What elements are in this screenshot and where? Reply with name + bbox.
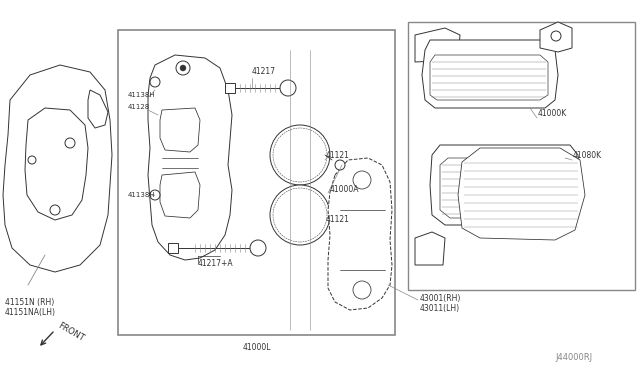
Polygon shape (458, 148, 585, 240)
Bar (118, 30, 395, 335)
Text: J44000RJ: J44000RJ (555, 353, 592, 362)
Text: 41128: 41128 (128, 104, 150, 110)
Circle shape (353, 281, 371, 299)
Text: 41121: 41121 (326, 215, 350, 224)
Polygon shape (422, 40, 558, 108)
Circle shape (276, 191, 324, 239)
Circle shape (150, 77, 160, 87)
Text: 41217+A: 41217+A (198, 259, 234, 267)
Circle shape (273, 128, 327, 182)
Circle shape (270, 125, 330, 185)
Circle shape (280, 195, 320, 235)
Polygon shape (160, 108, 200, 152)
Polygon shape (148, 55, 232, 260)
Circle shape (150, 190, 160, 200)
Circle shape (353, 171, 371, 189)
Text: 41000A: 41000A (330, 186, 360, 195)
Polygon shape (160, 172, 200, 218)
Polygon shape (415, 28, 460, 62)
Circle shape (280, 80, 296, 96)
Circle shape (484, 184, 496, 196)
Text: 43001(RH): 43001(RH) (420, 294, 461, 302)
Circle shape (276, 131, 324, 179)
Polygon shape (88, 90, 108, 128)
Text: 41217: 41217 (252, 67, 276, 77)
Bar (408, 22, 635, 290)
Circle shape (176, 61, 190, 75)
Circle shape (180, 65, 186, 71)
Text: 41000L: 41000L (243, 343, 271, 352)
Polygon shape (415, 232, 445, 265)
Text: 41000K: 41000K (538, 109, 567, 118)
Polygon shape (430, 145, 580, 225)
Polygon shape (430, 55, 548, 100)
Text: 43011(LH): 43011(LH) (420, 304, 460, 312)
Text: 41151NA(LH): 41151NA(LH) (5, 308, 56, 317)
Text: FRONT: FRONT (56, 321, 85, 343)
Circle shape (551, 31, 561, 41)
Polygon shape (25, 108, 88, 220)
Text: 41138H: 41138H (128, 92, 156, 98)
Text: 41080K: 41080K (573, 151, 602, 160)
Polygon shape (440, 158, 568, 218)
Circle shape (280, 135, 320, 175)
Circle shape (50, 205, 60, 215)
Polygon shape (3, 65, 112, 272)
Text: 41151N (RH): 41151N (RH) (5, 298, 54, 307)
Text: 41138H: 41138H (128, 192, 156, 198)
Circle shape (65, 138, 75, 148)
Polygon shape (328, 158, 392, 310)
Circle shape (28, 156, 36, 164)
Circle shape (250, 240, 266, 256)
Bar (225, 83, 235, 93)
Circle shape (480, 180, 500, 200)
Circle shape (273, 188, 327, 242)
Bar (168, 243, 178, 253)
Circle shape (270, 185, 330, 245)
Polygon shape (540, 22, 572, 52)
Text: 41121: 41121 (326, 151, 350, 160)
Circle shape (335, 160, 345, 170)
